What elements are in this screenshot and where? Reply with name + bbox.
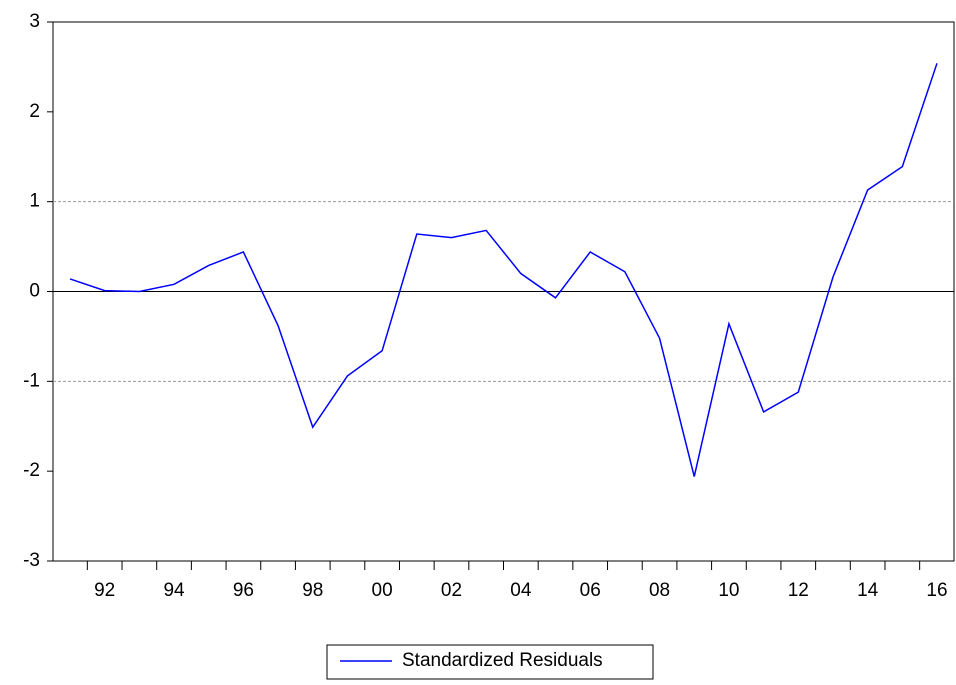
x-tick-label: 08	[649, 580, 670, 601]
y-tick-label: 1	[29, 191, 40, 212]
x-tick-label: 06	[580, 580, 601, 601]
x-tick-label: 12	[788, 580, 809, 601]
y-tick-label: 0	[29, 281, 40, 302]
x-tick-label: 92	[94, 580, 115, 601]
data-line	[70, 63, 937, 476]
y-tick-label: 2	[29, 101, 40, 122]
y-tick-label: -2	[23, 460, 40, 481]
x-tick-label: 14	[857, 580, 879, 601]
x-tick-label: 96	[233, 580, 254, 601]
y-tick-label: 3	[29, 11, 40, 32]
x-tick-label: 16	[926, 580, 947, 601]
x-tick-label: 02	[441, 580, 462, 601]
legend-label: Standardized Residuals	[402, 650, 603, 671]
x-tick-label: 00	[372, 580, 393, 601]
y-tick-label: -3	[23, 550, 40, 571]
x-tick-label: 98	[302, 580, 323, 601]
y-tick-label: -1	[23, 370, 40, 391]
x-tick-label: 10	[718, 580, 739, 601]
x-tick-label: 94	[163, 580, 185, 601]
x-tick-label: 04	[510, 580, 532, 601]
chart: -3-2-1012392949698000204060810121416Stan…	[0, 0, 956, 680]
